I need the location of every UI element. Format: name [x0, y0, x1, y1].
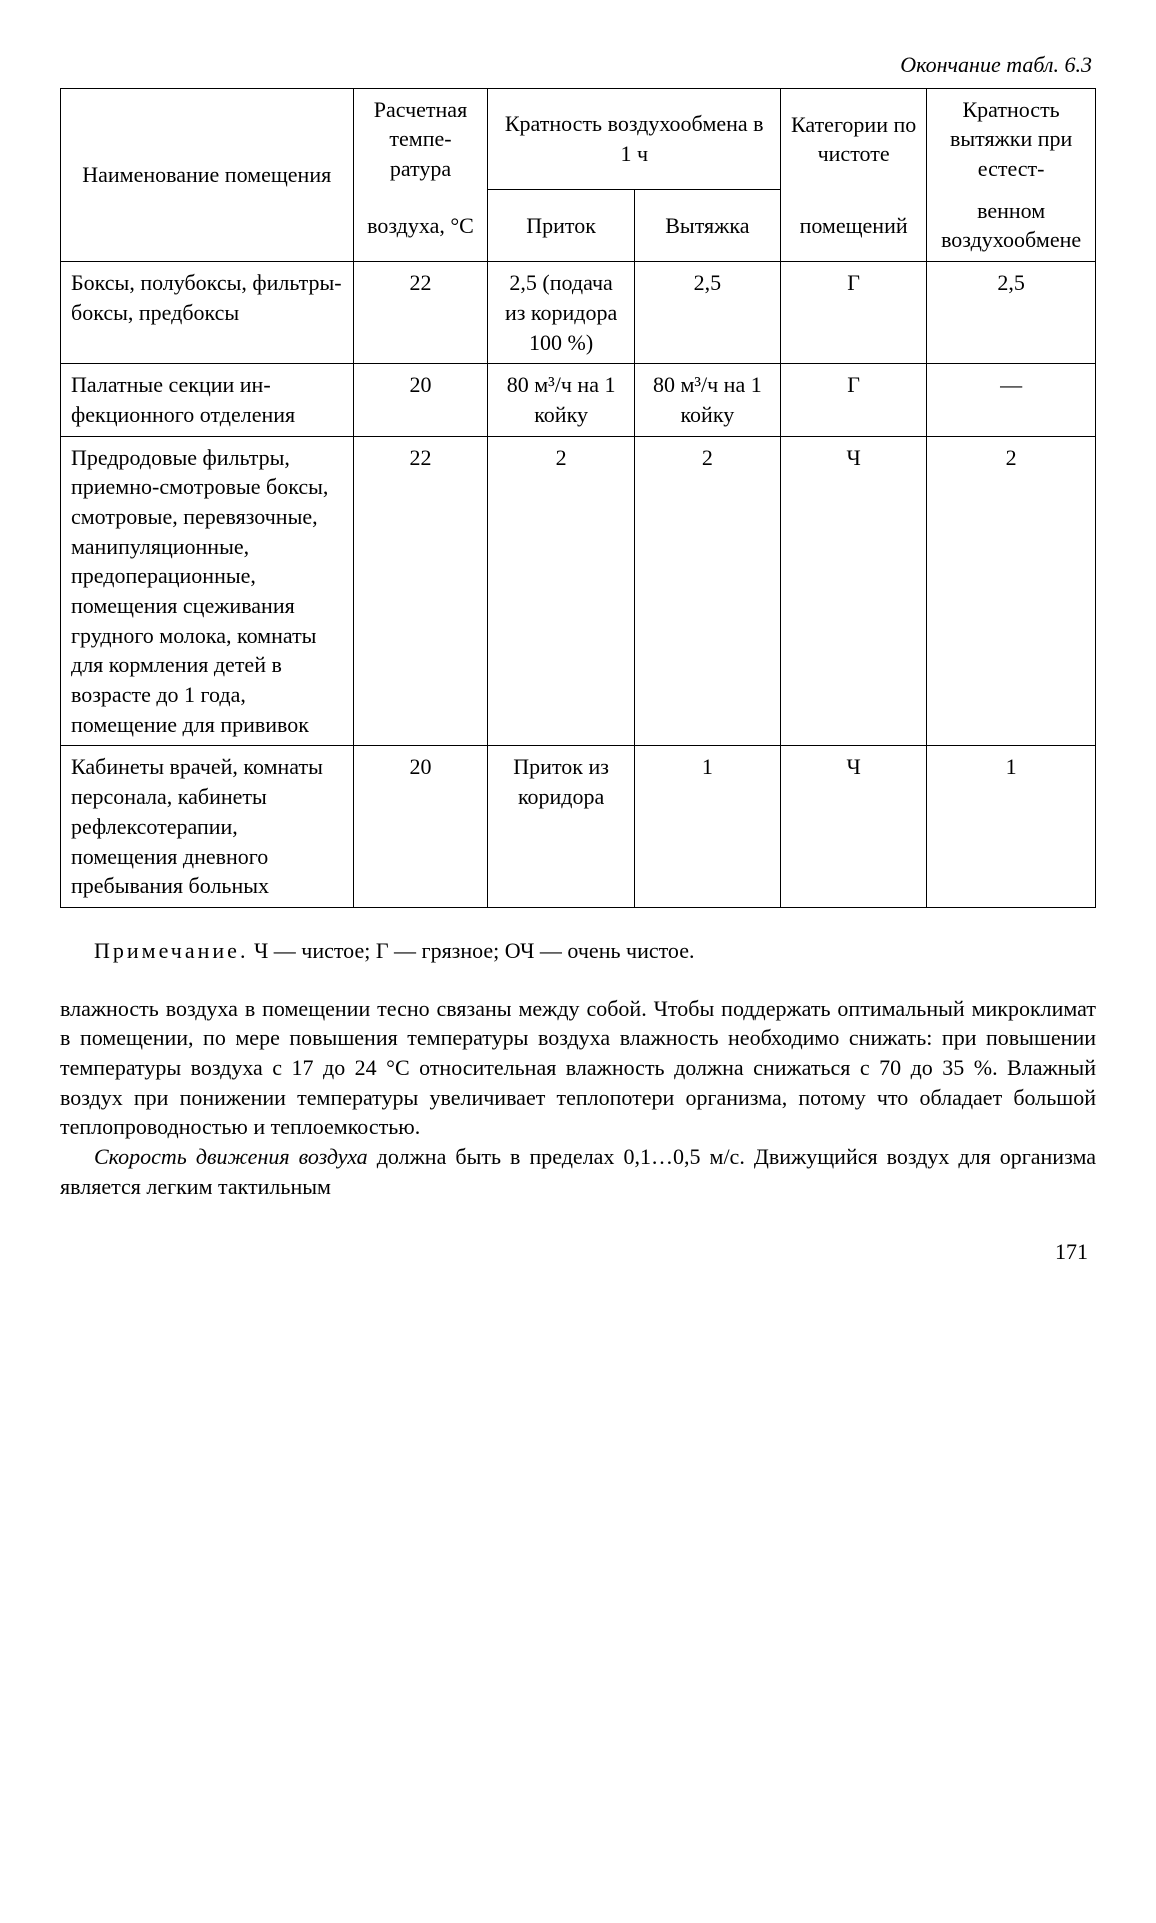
cell-name: Кабинеты врачей, комнаты персонала, каби…: [61, 746, 354, 907]
header-air-exchange: Кратность воздухообмена в 1 ч: [488, 88, 781, 190]
cell-natural: 1: [927, 746, 1096, 907]
header-outflow: Вытяжка: [634, 190, 780, 262]
cell-name: Боксы, полубоксы, фильтры-боксы, предбок…: [61, 262, 354, 364]
cell-inflow: 2,5 (подача из кори­дора 100 %): [488, 262, 634, 364]
table-row: Предродовые фильт­ры, приемно-смот­ровые…: [61, 436, 1096, 746]
body-paragraph-2: Скорость движения воздуха должна быть в …: [60, 1142, 1096, 1201]
header-temp-bottom: воздуха, °C: [353, 190, 488, 262]
cell-name: Палатные секции ин­фекционного отде­лени…: [61, 364, 354, 436]
cell-natural: 2: [927, 436, 1096, 746]
page-number: 171: [60, 1237, 1096, 1267]
header-category-top: Кате­гории по чистоте: [780, 88, 926, 190]
header-category-bottom: поме­щений: [780, 190, 926, 262]
header-inflow: Приток: [488, 190, 634, 262]
cell-temp: 20: [353, 364, 488, 436]
table-note: Примечание. Ч — чистое; Г — грязное; ОЧ …: [60, 936, 1096, 966]
cell-category: Ч: [780, 436, 926, 746]
cell-temp: 22: [353, 262, 488, 364]
table-row: Палатные секции ин­фекционного отде­лени…: [61, 364, 1096, 436]
cell-name: Предродовые фильт­ры, приемно-смот­ровые…: [61, 436, 354, 746]
table-row: Кабинеты врачей, комнаты персонала, каби…: [61, 746, 1096, 907]
cell-inflow: 80 м³/ч на 1 койку: [488, 364, 634, 436]
cell-natural: 2,5: [927, 262, 1096, 364]
cell-inflow: Приток из кори­дора: [488, 746, 634, 907]
cell-inflow: 2: [488, 436, 634, 746]
cell-natural: —: [927, 364, 1096, 436]
header-natural-top: Крат­ность вытяжки при естест-: [927, 88, 1096, 190]
cell-outflow: 1: [634, 746, 780, 907]
table-row: Боксы, полубоксы, фильтры-боксы, предбок…: [61, 262, 1096, 364]
cell-category: Г: [780, 364, 926, 436]
cell-outflow: 2: [634, 436, 780, 746]
cell-temp: 22: [353, 436, 488, 746]
cell-temp: 20: [353, 746, 488, 907]
ventilation-table: Наименование помещения Расчет­ная темпе­…: [60, 88, 1096, 908]
cell-outflow: 2,5: [634, 262, 780, 364]
cell-outflow: 80 м³/ч на 1 койку: [634, 364, 780, 436]
header-temp-top: Расчет­ная темпе­ратура: [353, 88, 488, 190]
header-natural-bottom: венном воздухо­обмене: [927, 190, 1096, 262]
table-caption: Окончание табл. 6.3: [60, 50, 1096, 80]
header-room-name: Наименование помещения: [61, 88, 354, 261]
cell-category: Г: [780, 262, 926, 364]
body-paragraph-1: влажность воздуха в помещении тесно связ…: [60, 994, 1096, 1142]
paragraph-2-lead: Скорость движения воздуха: [94, 1144, 368, 1169]
cell-category: Ч: [780, 746, 926, 907]
note-label: Примечание.: [94, 938, 248, 963]
note-text: Ч — чистое; Г — грязное; ОЧ — очень чист…: [248, 938, 694, 963]
